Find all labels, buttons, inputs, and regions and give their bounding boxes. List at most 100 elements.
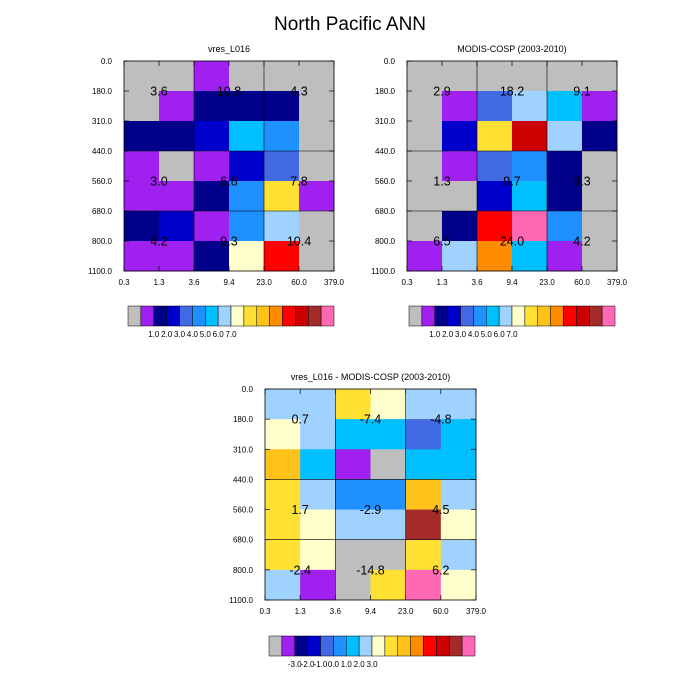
- heatmap-cell: [229, 91, 265, 122]
- heatmap-cell: [582, 241, 618, 272]
- heatmap-cell: [299, 151, 335, 182]
- y-tick-label: 180.0: [92, 87, 113, 96]
- cell-value-label: -2.4: [289, 563, 311, 577]
- heatmap-cell: [264, 91, 300, 122]
- heatmap-cell: [442, 151, 478, 182]
- y-tick-label: 800.0: [375, 237, 396, 246]
- heatmap-cell: [512, 241, 548, 272]
- cell-value-label: 2.9: [433, 85, 450, 99]
- heatmap-cell: [124, 241, 160, 272]
- heatmap-cell: [370, 419, 407, 450]
- heatmap-cell: [124, 181, 160, 212]
- heatmap-cell: [299, 91, 335, 122]
- heatmap-cell: [407, 91, 443, 122]
- heatmap-cell: [370, 509, 407, 541]
- colorbar-swatch: [511, 305, 526, 327]
- heatmap-cell: [159, 181, 195, 212]
- cell-value-label: 1.7: [291, 503, 308, 517]
- heatmap-cell: [442, 211, 478, 242]
- colorbar-swatch: [205, 305, 219, 327]
- heatmap-panel-3: vres_L016 - MODIS-COSP (2003-2010) 0.3 1.3…: [229, 372, 486, 669]
- figure-title: North Pacific ANN: [274, 14, 426, 35]
- colorbar-swatch: [358, 635, 373, 657]
- colorbar-label: 4.0: [468, 330, 480, 339]
- cell-value-label: -7.4: [360, 413, 382, 427]
- x-tick-label: 23.0: [539, 278, 555, 287]
- heatmap-cell: [264, 211, 300, 242]
- heatmap-cell: [405, 479, 442, 510]
- colorbar-label: 1.0: [148, 330, 160, 339]
- heatmap-cell: [442, 91, 478, 122]
- colorbar-swatch: [537, 305, 551, 327]
- heatmap-cell: [407, 181, 443, 212]
- colorbar-swatch: [408, 305, 423, 327]
- colorbar-swatch: [371, 635, 386, 657]
- heatmap-cell: [405, 569, 442, 601]
- colorbar-label: 4.0: [187, 330, 199, 339]
- colorbar-swatch: [320, 635, 334, 657]
- colorbar-swatch: [524, 305, 539, 327]
- colorbar-swatch: [140, 305, 155, 327]
- heatmap-cell: [582, 211, 618, 242]
- colorbar-swatch: [153, 305, 167, 327]
- y-tick-label: 0.0: [242, 385, 254, 394]
- heatmap-cell: [300, 509, 336, 541]
- y-tick-label: 560.0: [92, 177, 113, 186]
- colorbar-swatch: [436, 635, 450, 657]
- y-tick-label: 440.0: [375, 147, 396, 156]
- colorbar-swatch: [563, 305, 577, 327]
- cell-value-label: -14.8: [356, 563, 385, 577]
- heatmap-cell: [194, 91, 230, 122]
- heatmap-cell: [299, 241, 335, 272]
- heatmap-cell: [265, 569, 301, 601]
- x-tick-label: 379.0: [324, 278, 345, 287]
- heatmap-cell: [547, 91, 583, 122]
- heatmap-cell: [512, 151, 548, 182]
- cell-value-label: 9.1: [573, 85, 590, 99]
- heatmap-cell: [335, 479, 371, 510]
- heatmap-cell: [440, 479, 477, 510]
- colorbar-label: 6.0: [494, 330, 506, 339]
- colorbar-swatch: [307, 635, 321, 657]
- heatmap-cell: [477, 121, 513, 152]
- y-tick-label: 180.0: [375, 87, 396, 96]
- x-tick-label: 0.3: [259, 607, 271, 616]
- x-tick-label: 60.0: [433, 607, 449, 616]
- heatmap-cell: [264, 61, 300, 92]
- cell-value-label: -2.9: [360, 503, 382, 517]
- heatmap-cell: [547, 241, 583, 272]
- heatmap-cell: [124, 151, 160, 182]
- cell-value-label: 3.0: [150, 175, 167, 189]
- heatmap-cell: [335, 569, 371, 601]
- colorbar-swatch: [256, 305, 270, 327]
- y-tick-label: 1100.0: [229, 596, 253, 605]
- heatmap-cell: [335, 449, 371, 480]
- heatmap-cell: [265, 419, 301, 450]
- heatmap-cell: [229, 61, 265, 92]
- colorbar-swatch: [192, 305, 206, 327]
- colorbar-swatch: [601, 305, 616, 327]
- heatmap-cell: [194, 61, 230, 92]
- heatmap-cell: [265, 449, 301, 480]
- colorbar-label: 5.0: [200, 330, 212, 339]
- heatmap-cell: [407, 61, 443, 92]
- colorbar-label: -2.0: [301, 660, 315, 669]
- heatmap-cell: [407, 241, 443, 272]
- heatmap-cell: [407, 121, 443, 152]
- heatmap-cell: [159, 121, 195, 152]
- colorbar-swatch: [243, 305, 258, 327]
- heatmap-panel-2: MODIS-COSP (2003-2010) 0.3 1.3 3.6 9.4 23.0 60…: [371, 44, 627, 339]
- heatmap-cell: [300, 389, 336, 420]
- y-tick-label: 0.0: [384, 57, 396, 66]
- colorbar-swatch: [268, 635, 283, 657]
- colorbar-swatch: [217, 305, 232, 327]
- cell-value-label: 4.3: [290, 85, 307, 99]
- y-tick-label: 440.0: [92, 147, 113, 156]
- colorbar-label: 2.0: [354, 660, 366, 669]
- heatmap-cell: [124, 211, 160, 242]
- colorbar-swatch: [230, 305, 245, 327]
- cell-value-label: 18.2: [500, 85, 524, 99]
- plots-group: vres_L016 0.3 1.3 3.6 9.4 23.0 60.0 379.0 0.0 180…: [88, 44, 627, 669]
- colorbar-swatch: [589, 305, 603, 327]
- y-tick-label: 440.0: [233, 475, 254, 484]
